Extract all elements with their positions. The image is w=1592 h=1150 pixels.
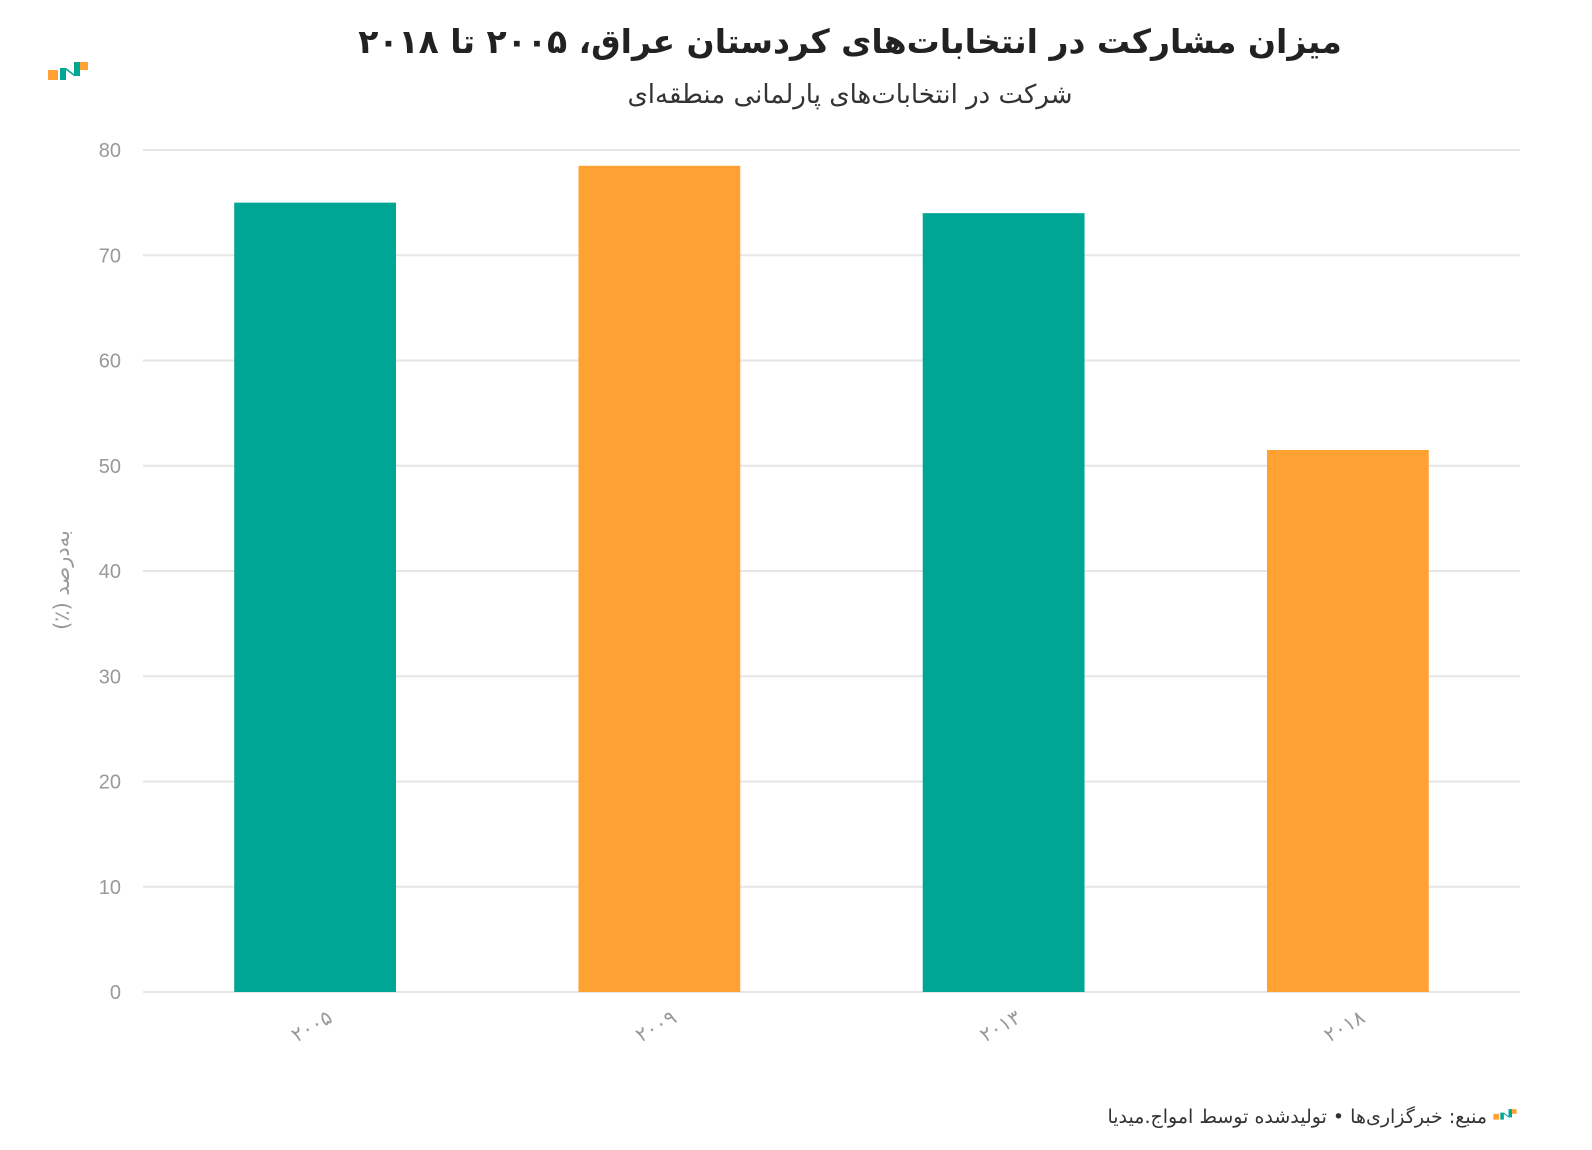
source-footer: منبع: خبرگزاری‌ها • تولیدشده توسط امواج.…	[1107, 1106, 1487, 1128]
x-tick-label: ۲۰۱۳	[976, 1005, 1025, 1047]
y-tick-label: 60	[99, 351, 121, 373]
y-tick-label: 30	[99, 666, 121, 688]
y-tick-label: 20	[99, 772, 121, 794]
bar-2	[922, 213, 1085, 992]
y-tick-label: 0	[110, 982, 121, 1004]
bar-0	[234, 202, 397, 992]
x-tick-label: ۲۰۱۸	[1320, 1005, 1369, 1047]
amwaj-media-logo-icon	[48, 62, 88, 80]
y-tick-label: 70	[99, 245, 121, 267]
x-tick-labels: ۲۰۰۵ ۲۰۰۹ ۲۰۱۳ ۲۰۱۸	[287, 1005, 1369, 1047]
x-tick-label: ۲۰۰۹	[631, 1005, 680, 1047]
y-tick-label: 80	[99, 140, 121, 162]
chart-subtitle: شرکت در انتخابات‌های پارلمانی منطقه‌ای	[627, 80, 1073, 110]
bar-3	[1266, 449, 1429, 992]
y-tick-labels: 0 10 20 30 40 50 60 70 80	[99, 140, 121, 1004]
chart-title: میزان مشارکت در انتخابات‌های کردستان عرا…	[358, 22, 1342, 61]
footer-logo-icon	[1493, 1109, 1517, 1120]
x-tick-label: ۲۰۰۵	[287, 1005, 336, 1047]
y-tick-label: 40	[99, 561, 121, 583]
bars	[234, 165, 1429, 993]
y-tick-label: 50	[99, 456, 121, 478]
y-axis-label: به‌درصد (٪)	[50, 530, 74, 630]
y-tick-label: 10	[99, 877, 121, 899]
bar-1	[578, 165, 741, 993]
